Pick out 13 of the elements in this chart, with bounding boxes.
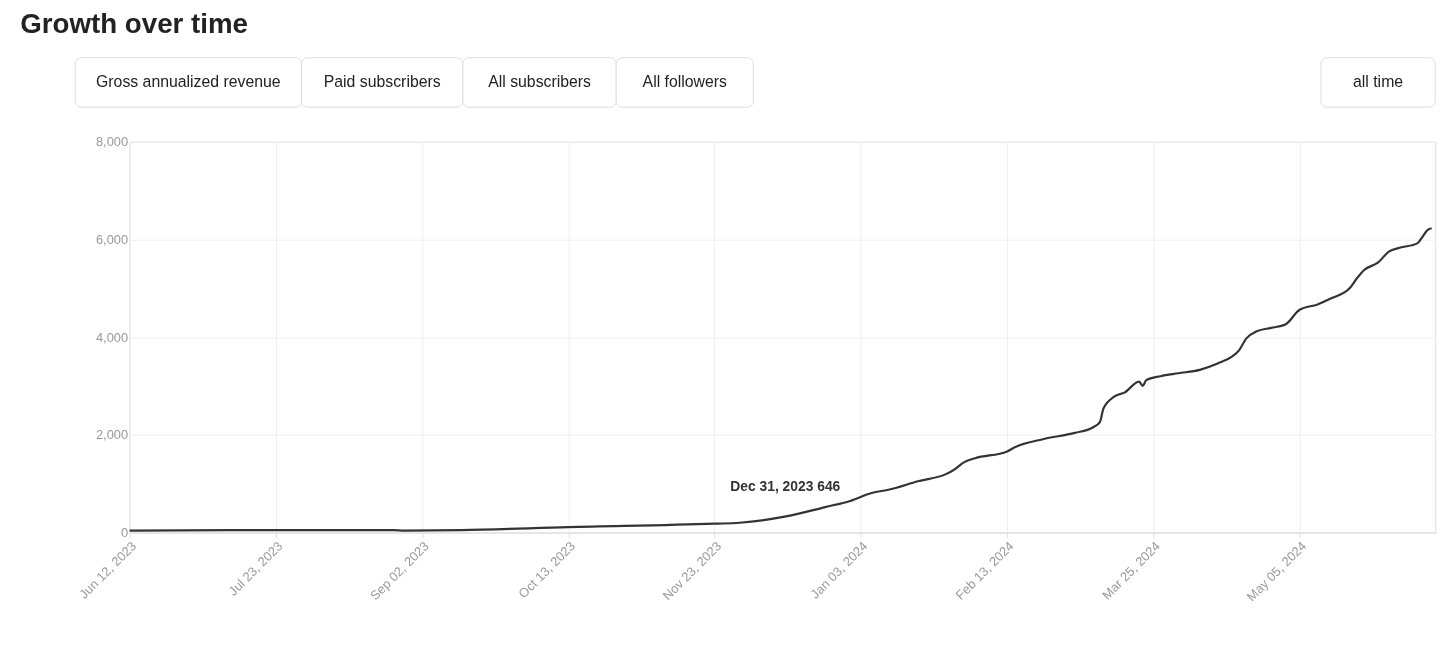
y-tick-label: 4,000 — [95, 329, 129, 345]
y-tick-label: 0 — [120, 524, 129, 540]
annotation: Dec 31, 2023 646 — [730, 478, 841, 495]
chart-title: Growth over time — [20, 8, 248, 40]
y-tick-label: 8,000 — [95, 134, 129, 150]
y-tick-label: 6,000 — [95, 231, 129, 247]
text: All followers — [642, 73, 728, 91]
y-tick-label: 2,000 — [95, 427, 129, 443]
text: All subscribers — [488, 73, 592, 91]
text: Paid subscribers — [323, 73, 441, 91]
line-series — [128, 227, 1433, 532]
text: all time — [1353, 73, 1404, 91]
text: Gross annualized revenue — [96, 73, 281, 91]
